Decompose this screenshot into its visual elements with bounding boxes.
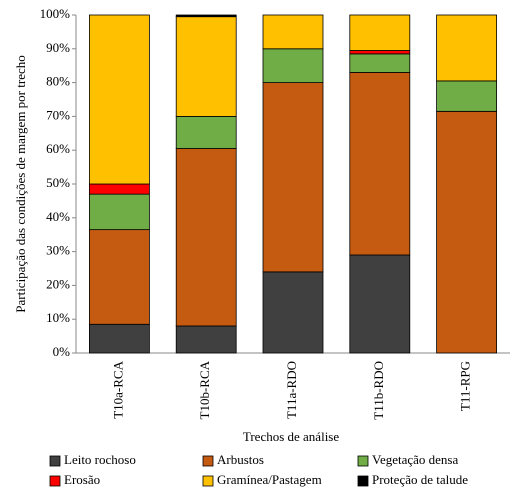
bar-segment [436,110,498,354]
bar-segment [89,323,150,354]
bar-segment [262,14,324,50]
bar-segment [175,116,237,149]
legend-swatch [357,455,369,467]
y-tick-label: 70% [46,107,70,122]
y-tick-label: 50% [46,175,70,190]
bar-segment [175,14,237,18]
bar-segment [89,183,150,195]
y-tick-label: 0% [53,344,71,359]
bar-segment [262,82,324,273]
bar-segment [89,193,150,231]
bar-segment [436,14,498,82]
y-tick-label: 80% [46,74,70,89]
bar-segment [349,14,411,51]
bar-segment [349,53,411,73]
x-axis-title: Trechos de análise [243,429,340,444]
x-tick-label: T10b-RCA [197,360,212,419]
legend-label: Vegetação densa [372,452,458,467]
x-tick-label: T10a-RCA [110,360,125,418]
x-tick-label: T11-RPG [458,361,473,411]
legend-label: Proteção de talude [372,472,468,487]
legend-label: Erosão [64,472,100,487]
y-tick-label: 100% [40,6,71,21]
legend-swatch [357,475,369,487]
legend-swatch [202,455,214,467]
legend-label: Gramínea/Pastagem [217,472,322,487]
bar-segment [262,48,324,83]
y-tick-label: 90% [46,40,70,55]
bar-segment [89,14,150,185]
bar-segment [262,271,324,354]
bar-segment [175,325,237,354]
y-tick-label: 20% [46,276,70,291]
legend-swatch [202,475,214,487]
bar-segment [436,80,498,112]
bar-segment [349,72,411,256]
y-tick-label: 40% [46,209,70,224]
y-tick-label: 30% [46,243,70,258]
legend-swatch [49,475,61,487]
legend-label: Leito rochoso [64,452,136,467]
bar-segment [175,16,237,117]
legend-label: Arbustos [217,452,264,467]
x-tick-label: T11b-RDO [371,361,386,420]
y-tick-label: 10% [46,310,70,325]
bar-segment [349,254,411,354]
bar-segment [89,229,150,325]
bar-segment [175,148,237,327]
y-axis-title: Participação das condições de margem por… [13,55,28,313]
bar-segment [349,50,411,55]
x-tick-label: T11a-RDO [284,361,299,419]
legend-swatch [49,455,61,467]
y-tick-label: 60% [46,141,70,156]
